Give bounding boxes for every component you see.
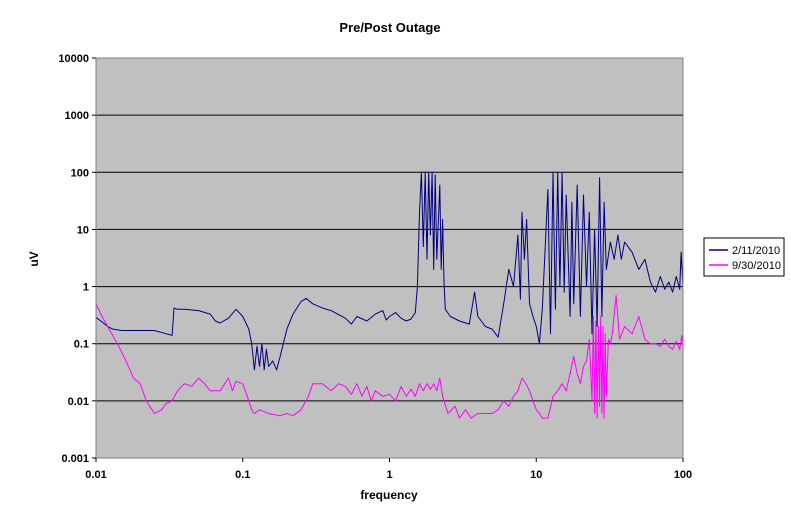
x-tick-label: 0.01: [85, 469, 106, 481]
series-line-2: [95, 294, 684, 419]
y-tick-label: 0.001: [61, 453, 89, 465]
y-tick-label: 10: [77, 224, 89, 236]
x-tick-label: 1: [386, 469, 392, 481]
y-tick-label: 0.1: [74, 339, 89, 351]
x-tick-label: 0.1: [235, 469, 250, 481]
chart-title: Pre/Post Outage: [339, 20, 440, 35]
x-axis: 0.01 0.1 1 10 100: [85, 458, 692, 481]
y-axis: 0.001 0.01 0.1 1 10 100 1000 10000: [58, 53, 96, 465]
legend-label: 2/11/2010: [732, 245, 780, 257]
y-tick-label: 1000: [65, 110, 89, 122]
series-line-1: [95, 171, 684, 371]
y-tick-label: 100: [71, 167, 89, 179]
legend: 2/11/2010 9/30/2010: [703, 237, 785, 277]
y-axis-label: uV: [27, 251, 41, 266]
x-tick-label: 10: [530, 469, 542, 481]
legend-box: [703, 237, 785, 277]
series-layer: [95, 171, 684, 419]
y-tick-label: 1: [83, 282, 89, 294]
legend-label: 9/30/2010: [732, 260, 781, 272]
x-axis-label: frequency: [360, 488, 418, 502]
x-tick-label: 100: [674, 469, 692, 481]
y-tick-label: 0.01: [68, 396, 89, 408]
y-tick-label: 10000: [58, 53, 89, 65]
